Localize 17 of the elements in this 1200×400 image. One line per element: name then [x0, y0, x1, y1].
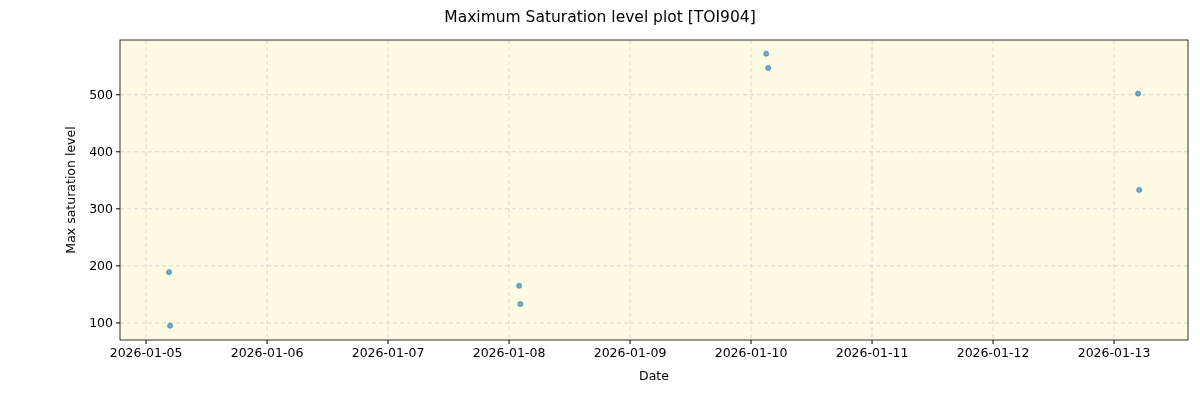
x-tick-label: 2026-01-05 — [109, 345, 183, 360]
x-axis-title: Date — [639, 368, 670, 383]
y-tick-label: 200 — [89, 258, 114, 274]
x-tick-label: 2026-01-06 — [230, 345, 304, 360]
y-tick-label: 100 — [89, 315, 114, 331]
x-tick-label: 2026-01-11 — [835, 345, 909, 360]
y-tick-label: 400 — [89, 144, 114, 160]
x-tick-label: 2026-01-07 — [351, 345, 425, 360]
x-tick-label: 2026-01-10 — [714, 345, 788, 360]
x-tick-label: 2026-01-09 — [593, 345, 667, 360]
x-tick-label: 2026-01-12 — [956, 345, 1030, 360]
y-axis-title: Max saturation level — [63, 126, 78, 254]
chart-title: Maximum Saturation level plot [TOI904] — [444, 8, 756, 26]
x-tick-label: 2026-01-08 — [472, 345, 546, 360]
y-tick-label: 300 — [89, 201, 114, 217]
y-tick-label: 500 — [89, 87, 114, 103]
x-tick-label: 2026-01-13 — [1077, 345, 1151, 360]
